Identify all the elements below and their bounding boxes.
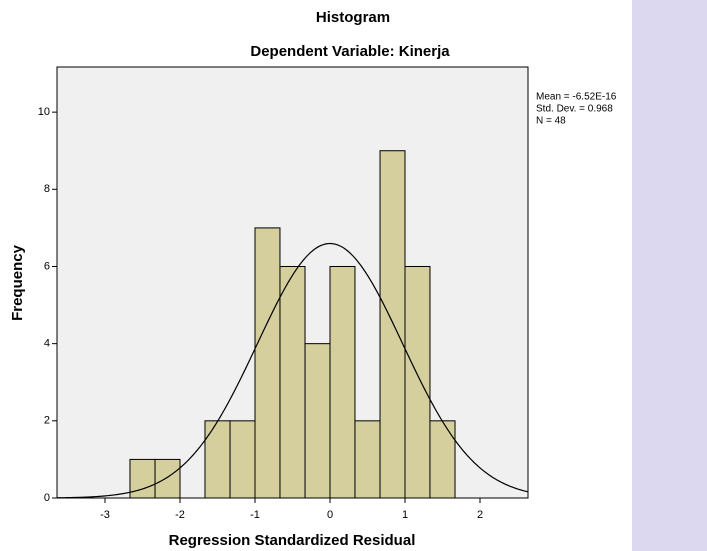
bar: [280, 266, 305, 498]
chart-title: Histogram: [316, 9, 390, 26]
x-tick-label: 0: [327, 509, 333, 521]
y-tick-label: 6: [44, 260, 50, 272]
chart: Histogram Dependent Variable: Kinerja Re…: [0, 0, 707, 551]
y-tick-label: 0: [44, 492, 50, 504]
x-tick-label: -1: [250, 509, 260, 521]
stat-std: Std. Dev. = 0.968: [536, 104, 613, 115]
y-tick-label: 8: [44, 183, 50, 195]
bar: [380, 151, 405, 498]
x-tick-label: -3: [100, 509, 110, 521]
stat-n: N = 48: [536, 116, 566, 127]
x-tick-label: 2: [477, 509, 483, 521]
x-tick-label: 1: [402, 509, 408, 521]
x-tick-label: -2: [175, 509, 185, 521]
bar: [355, 421, 380, 498]
chart-subtitle: Dependent Variable: Kinerja: [250, 43, 450, 60]
stat-mean: Mean = -6.52E-16: [536, 92, 617, 103]
y-tick-label: 2: [44, 415, 50, 427]
y-tick-label: 10: [38, 106, 50, 118]
bar: [130, 459, 155, 498]
y-tick-label: 4: [44, 338, 50, 350]
bar: [230, 421, 255, 498]
bar: [155, 459, 180, 498]
bar: [330, 266, 355, 498]
y-axis-label: Frequency: [9, 244, 26, 321]
bar: [255, 228, 280, 498]
bar: [205, 421, 230, 498]
x-axis-label: Regression Standardized Residual: [169, 532, 416, 549]
background-strip: [632, 0, 707, 551]
bar: [405, 266, 430, 498]
bar: [305, 344, 330, 498]
bar: [430, 421, 455, 498]
